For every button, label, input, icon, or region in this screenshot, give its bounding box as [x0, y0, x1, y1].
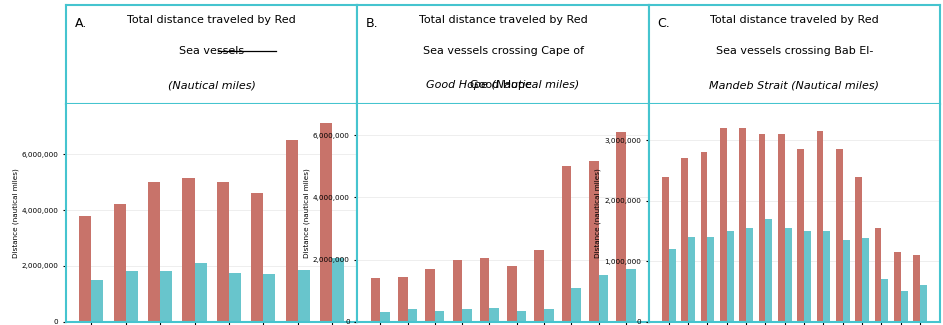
Bar — [589, 162, 599, 322]
Bar — [914, 255, 920, 322]
Bar — [380, 312, 389, 322]
Bar — [489, 308, 499, 322]
Bar — [901, 292, 907, 322]
Bar — [480, 258, 489, 322]
Bar — [662, 176, 669, 322]
Bar — [701, 152, 707, 322]
Bar — [298, 270, 309, 322]
Text: Sea vessels crossing Cape of: Sea vessels crossing Cape of — [422, 46, 584, 57]
Text: A.: A. — [74, 17, 87, 30]
Text: Total distance traveled by Red: Total distance traveled by Red — [419, 15, 587, 25]
Bar — [125, 271, 138, 322]
Bar — [759, 134, 766, 322]
Bar — [217, 182, 229, 322]
Bar — [148, 182, 160, 322]
Text: Total distance traveled by Red: Total distance traveled by Red — [127, 15, 296, 25]
Bar — [229, 273, 241, 322]
Bar — [332, 257, 344, 322]
Text: Good Hope (Nautical miles): Good Hope (Nautical miles) — [426, 80, 580, 90]
Bar — [798, 149, 804, 322]
Bar — [785, 228, 791, 322]
Bar — [882, 280, 888, 322]
Bar — [517, 311, 526, 322]
Bar — [817, 131, 823, 322]
Bar — [843, 240, 850, 322]
Y-axis label: Distance (nautical miles): Distance (nautical miles) — [12, 168, 19, 258]
Bar — [617, 132, 626, 322]
Bar — [562, 166, 571, 322]
Bar — [160, 271, 173, 322]
Text: Good Hope: Good Hope — [471, 80, 536, 90]
Bar — [535, 250, 544, 322]
Bar — [425, 269, 435, 322]
Bar — [823, 231, 830, 322]
Text: Sea vessels: Sea vessels — [179, 46, 244, 57]
Bar — [435, 311, 444, 322]
Bar — [371, 278, 380, 322]
Bar — [114, 204, 125, 322]
Bar — [688, 237, 695, 322]
Bar — [453, 259, 462, 322]
Bar — [766, 219, 772, 322]
Text: Sea vessels crossing Bab El-: Sea vessels crossing Bab El- — [716, 46, 873, 57]
Bar — [462, 309, 472, 322]
Bar — [862, 238, 869, 322]
Bar — [398, 277, 407, 322]
Text: C.: C. — [657, 17, 670, 30]
Bar — [778, 134, 785, 322]
Bar — [251, 193, 263, 322]
Bar — [182, 178, 194, 322]
Bar — [91, 280, 104, 322]
Bar — [286, 140, 298, 322]
Bar — [626, 269, 636, 322]
Bar — [875, 228, 882, 322]
Bar — [263, 274, 275, 322]
Bar — [79, 215, 91, 322]
Bar — [571, 288, 581, 322]
Bar — [920, 285, 927, 322]
Bar — [682, 158, 688, 322]
Bar — [746, 228, 753, 322]
Bar — [720, 128, 727, 322]
Text: B.: B. — [366, 17, 379, 30]
Bar — [855, 176, 862, 322]
Bar — [739, 128, 746, 322]
Bar — [599, 275, 608, 322]
Bar — [836, 149, 843, 322]
Text: (Nautical miles): (Nautical miles) — [168, 80, 256, 90]
Bar — [544, 309, 554, 322]
Text: Total distance traveled by Red: Total distance traveled by Red — [710, 15, 879, 25]
Bar — [407, 309, 417, 322]
Bar — [669, 249, 675, 322]
Bar — [727, 231, 734, 322]
Bar — [707, 237, 714, 322]
Bar — [194, 263, 207, 322]
Bar — [320, 124, 332, 322]
Text: Mandeb Strait (Nautical miles): Mandeb Strait (Nautical miles) — [709, 80, 880, 90]
Bar — [507, 266, 517, 322]
Y-axis label: Distance (nautical miles): Distance (nautical miles) — [595, 168, 602, 258]
Bar — [804, 231, 811, 322]
Bar — [894, 252, 901, 322]
Y-axis label: Distance (nautical miles): Distance (nautical miles) — [304, 168, 310, 258]
